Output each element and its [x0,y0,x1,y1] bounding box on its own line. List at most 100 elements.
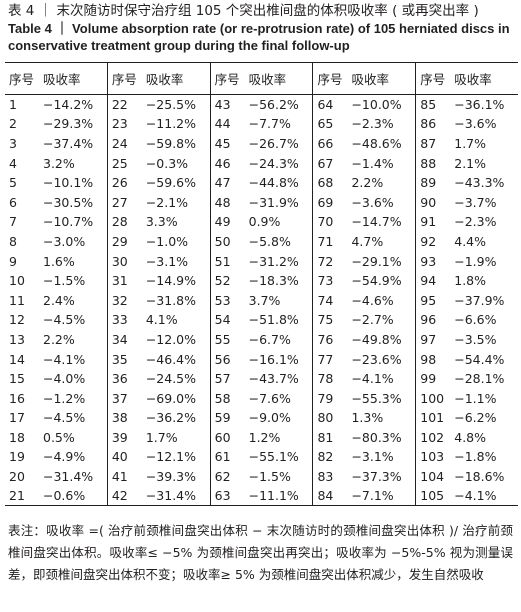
serial-cell: 17 [9,410,25,426]
rate-cell: −11.1% [248,488,299,504]
rate-cell: −9.0% [248,410,291,426]
table-row: 18 0.5% 39 1.7% 60 1.2% 81 −80.3% 102 4.8% [5,427,518,448]
rate-cell: −14.9% [145,273,196,289]
header-cell: 吸收率 [248,72,287,87]
rate-cell: −31.4% [145,488,196,504]
serial-cell: 68 [312,172,348,193]
rate-cell: −1.8% [454,449,497,465]
serial-cell: 74 [312,290,348,311]
serial-cell: 50 [209,231,245,252]
header-cell: 吸收率 [351,72,389,87]
serial-cell: 94 [415,270,451,291]
serial-cell: 65 [312,114,348,134]
rate-cell: −1.5% [43,273,86,289]
rate-cell: −54.9% [351,273,402,289]
rate-cell: 0.9% [248,214,281,230]
serial-cell: 76 [312,329,348,350]
header-cell: 序号 [209,62,245,95]
rate-cell: −4.1% [351,371,394,387]
serial-cell: 54 [209,310,245,330]
rate-cell: −3.1% [145,253,189,269]
serial-cell: 87 [415,133,451,154]
rate-cell: 0.5% [43,429,75,445]
footnote: 表注：吸收率 =( 治疗前颈椎间盘突出体积 − 末次随访时的颈椎间盘突出体积 )… [8,523,513,582]
rate-cell: −10.7% [43,214,94,230]
rate-cell: −6.2% [454,410,497,426]
serial-cell: 78 [312,368,348,389]
rate-cell: −25.5% [145,97,196,113]
rate-cell: −7.7% [248,116,291,132]
serial-cell: 92 [415,231,451,252]
table-row: 8 −3.0% 29 −1.0% 50 −5.8% 71 4.7% 92 4.4% [5,231,518,252]
table-row: 4 3.2% 25 −0.3% 46 −24.3% 67 −1.4% 88 2.1% [5,153,518,173]
serial-cell: 29 [106,231,142,252]
rate-cell: −24.3% [248,155,299,171]
serial-cell: 77 [312,349,348,369]
rate-cell: −31.4% [43,469,94,485]
rate-cell: −14.7% [351,214,402,230]
rate-cell: −36.2% [145,410,196,426]
serial-cell: 42 [106,486,142,506]
serial-cell: 36 [106,368,142,389]
serial-cell: 100 [415,388,451,408]
serial-cell: 3 [9,135,17,151]
rate-cell: −1.4% [351,155,394,171]
serial-cell: 85 [415,94,451,115]
table-row: 6 −30.5% 27 −2.1% 48 −31.9% 69 −3.6% 90 −3.7% [5,192,518,213]
rate-cell: −10.0% [351,97,402,113]
rate-cell: −4.9% [43,449,86,465]
rate-cell: −69.0% [145,390,196,406]
rate-cell: −43.3% [454,175,505,191]
serial-cell: 69 [312,192,348,213]
table-body: 1 −14.2% 22 −25.5% 43 −56.2% 64 −10.0% 85 −36.1% 2… [5,94,518,506]
rate-cell: −12.0% [145,331,196,347]
serial-cell: 30 [106,251,142,271]
table-row: 20 −31.4% 41 −39.3% 62 −1.5% 83 −37.3% 104 −18.6% [5,466,518,487]
rate-cell: −7.1% [351,488,394,504]
rate-cell: −1.0% [145,233,189,249]
serial-cell: 2 [9,116,17,132]
serial-cell: 24 [106,133,142,154]
serial-cell: 89 [415,172,451,193]
rate-cell: −2.3% [351,116,394,132]
table-row: 2 −29.3% 23 −11.2% 44 −7.7% 65 −2.3% 86 −3.6% [5,114,518,134]
rate-cell: −3.6% [351,194,394,210]
rate-cell: −36.1% [454,97,505,113]
serial-cell: 91 [415,212,451,232]
serial-cell: 51 [209,251,245,271]
serial-cell: 14 [9,351,25,367]
serial-cell: 39 [106,427,142,448]
serial-cell: 80 [312,408,348,428]
rate-cell: −28.1% [454,371,505,387]
serial-cell: 43 [209,94,245,115]
serial-cell: 11 [9,292,25,308]
rate-cell: 2.2% [351,175,384,191]
table-row: 10 −1.5% 31 −14.9% 52 −18.3% 73 −54.9% 94 1.8% [5,270,518,291]
rate-cell: −31.9% [248,194,299,210]
table-row: 17 −4.5% 38 −36.2% 59 −9.0% 80 1.3% 101 −6.2% [5,408,518,428]
rate-cell: −23.6% [351,351,402,367]
serial-cell: 49 [209,212,245,232]
serial-cell: 86 [415,114,451,134]
serial-cell: 12 [9,312,25,328]
data-table: 序号 吸收率 序号 吸收率 序号 吸收率 序号 吸收率 序号 吸收率 1 −14.2% 22 −25.5… [5,62,518,506]
serial-cell: 20 [9,469,25,485]
rate-cell: −55.1% [248,449,299,465]
header-cell: 序号 [312,62,348,95]
rate-cell: −16.1% [248,351,299,367]
header-cell: 吸收率 [145,72,184,87]
rate-cell: −6.6% [454,312,497,328]
rate-cell: −1.5% [248,469,291,485]
rate-cell: 1.7% [145,429,178,445]
rate-cell: −1.2% [43,390,86,406]
header-cell: 吸收率 [43,72,81,87]
serial-cell: 53 [209,290,245,311]
serial-cell: 18 [9,429,25,445]
header-cell: 序号 [106,62,142,95]
serial-cell: 99 [415,368,451,389]
serial-cell: 23 [106,114,142,134]
table-row: 19 −4.9% 40 −12.1% 61 −55.1% 82 −3.1% 103 −1.8% [5,447,518,467]
serial-cell: 48 [209,192,245,213]
serial-cell: 71 [312,231,348,252]
serial-cell: 58 [209,388,245,408]
